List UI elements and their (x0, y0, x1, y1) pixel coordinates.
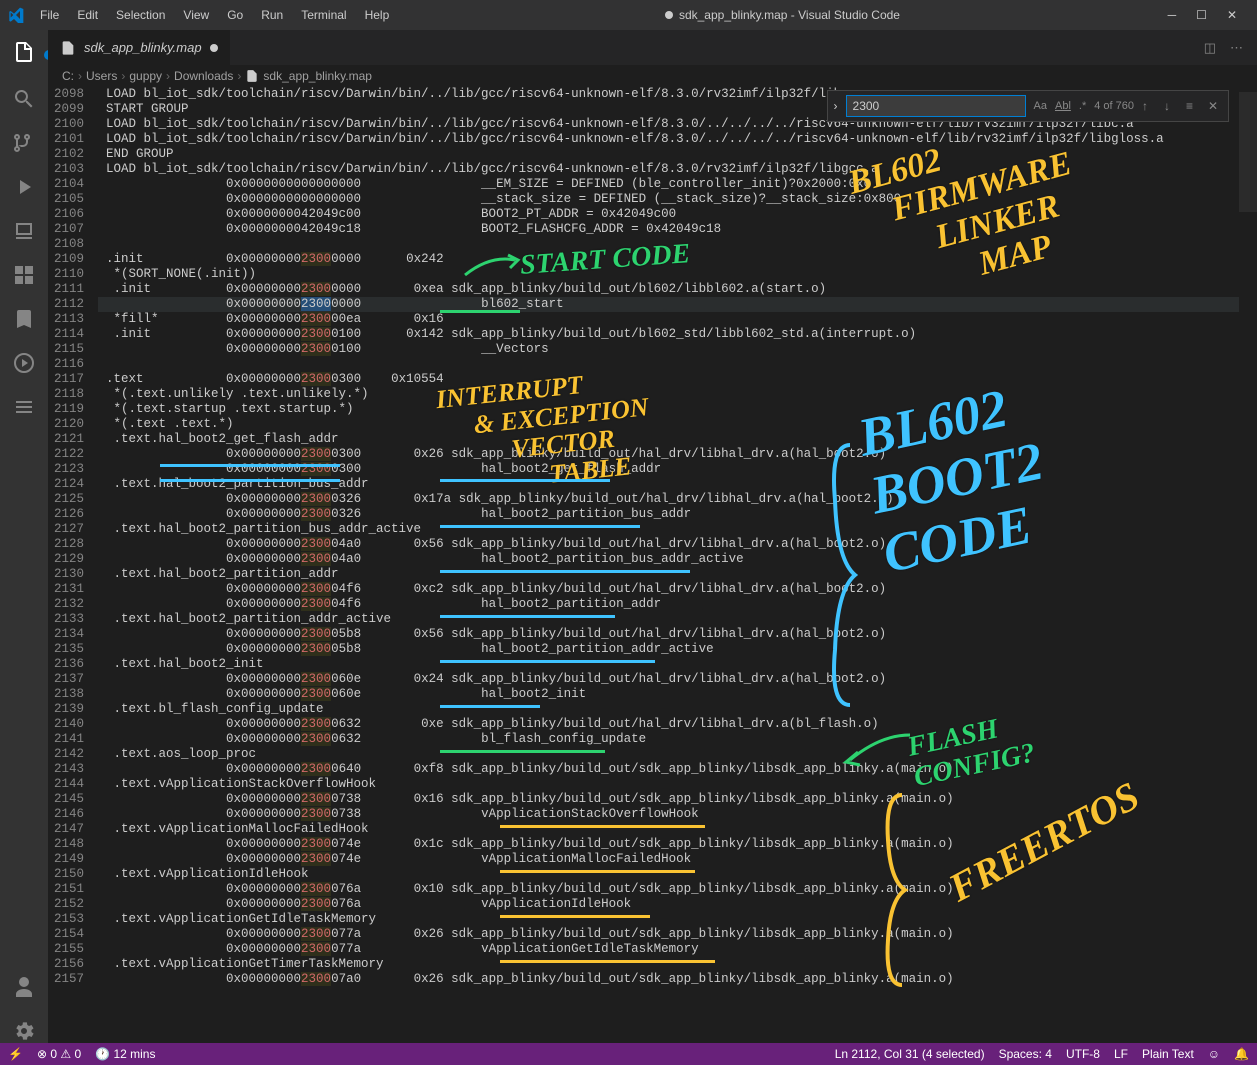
gutter: 2098209921002101210221032104210521062107… (48, 87, 98, 1043)
find-in-selection-icon[interactable]: ≡ (1186, 99, 1200, 113)
titlebar: File Edit Selection View Go Run Terminal… (0, 0, 1257, 30)
menu-selection[interactable]: Selection (108, 4, 173, 26)
modified-dot-icon (665, 11, 673, 19)
file-icon (60, 40, 76, 56)
close-icon[interactable]: ✕ (1227, 8, 1237, 22)
problems-indicator[interactable]: ⊗ 0 ⚠ 0 (37, 1047, 81, 1061)
language-indicator[interactable]: Plain Text (1142, 1047, 1194, 1061)
feedback-icon[interactable]: ☺ (1208, 1047, 1220, 1061)
account-icon[interactable] (12, 975, 36, 999)
extensions-icon[interactable] (12, 263, 36, 287)
activity-bar: 1 (0, 30, 48, 1043)
window-controls: ─ ☐ ✕ (1168, 8, 1249, 22)
menu-view[interactable]: View (175, 4, 217, 26)
notifications-icon[interactable]: 🔔 (1234, 1047, 1249, 1061)
explorer-icon[interactable] (12, 40, 36, 64)
file-icon (245, 69, 259, 83)
breadcrumb-item[interactable]: Downloads (174, 69, 233, 83)
window-title: sdk_app_blinky.map - Visual Studio Code (397, 8, 1167, 22)
breadcrumb-item[interactable]: guppy (129, 69, 162, 83)
indent-indicator[interactable]: Spaces: 4 (999, 1047, 1052, 1061)
encoding-indicator[interactable]: UTF-8 (1066, 1047, 1100, 1061)
menu-file[interactable]: File (32, 4, 67, 26)
more-actions-icon[interactable]: ⋯ (1230, 40, 1243, 56)
editor[interactable]: 2098209921002101210221032104210521062107… (48, 87, 1257, 1043)
find-option-case[interactable]: Aa (1034, 100, 1047, 112)
gear-icon[interactable] (12, 1019, 36, 1043)
tab-modified-dot-icon (210, 44, 218, 52)
find-option-regex[interactable]: .* (1079, 100, 1086, 112)
vscode-logo-icon (8, 7, 24, 23)
menu-run[interactable]: Run (253, 4, 291, 26)
find-next-icon[interactable]: ↓ (1164, 99, 1178, 113)
tab-active[interactable]: sdk_app_blinky.map (48, 30, 231, 65)
find-close-icon[interactable]: ✕ (1208, 99, 1222, 113)
bookmark-icon[interactable] (12, 307, 36, 331)
find-expand-icon[interactable]: › (834, 99, 838, 113)
minimap-thumb[interactable] (1239, 92, 1257, 212)
remote-icon[interactable] (12, 219, 36, 243)
find-widget: › Aa Abl .* 4 of 760 ↑ ↓ ≡ ✕ (827, 90, 1229, 122)
eol-indicator[interactable]: LF (1114, 1047, 1128, 1061)
find-prev-icon[interactable]: ↑ (1142, 99, 1156, 113)
split-editor-icon[interactable]: ◫ (1204, 40, 1216, 56)
maximize-icon[interactable]: ☐ (1196, 8, 1207, 22)
breadcrumb-item[interactable]: Users (86, 69, 117, 83)
menu-edit[interactable]: Edit (69, 4, 106, 26)
menu-bar: File Edit Selection View Go Run Terminal… (32, 4, 397, 26)
find-count: 4 of 760 (1094, 100, 1134, 112)
statusbar: ⚡ ⊗ 0 ⚠ 0 🕐 12 mins Ln 2112, Col 31 (4 s… (0, 1043, 1257, 1065)
source-control-icon[interactable] (12, 131, 36, 155)
task-icon[interactable] (12, 351, 36, 375)
remote-indicator[interactable]: ⚡ (8, 1047, 23, 1061)
cursor-position[interactable]: Ln 2112, Col 31 (4 selected) (835, 1047, 985, 1061)
run-debug-icon[interactable] (12, 175, 36, 199)
tab-label: sdk_app_blinky.map (84, 40, 202, 55)
breadcrumb: C:› Users› guppy› Downloads› sdk_app_bli… (48, 65, 1257, 87)
tabs-bar: sdk_app_blinky.map ◫ ⋯ (48, 30, 1257, 65)
breadcrumb-item[interactable]: sdk_app_blinky.map (263, 69, 372, 83)
time-indicator: 🕐 12 mins (95, 1047, 155, 1061)
list-icon[interactable] (12, 395, 36, 419)
menu-go[interactable]: Go (219, 4, 251, 26)
menu-terminal[interactable]: Terminal (293, 4, 354, 26)
menu-help[interactable]: Help (357, 4, 398, 26)
minimize-icon[interactable]: ─ (1168, 8, 1177, 22)
breadcrumb-item[interactable]: C: (62, 69, 74, 83)
find-option-word[interactable]: Abl (1055, 100, 1071, 112)
search-icon[interactable] (12, 87, 36, 111)
editor-content[interactable]: LOAD bl_iot_sdk/toolchain/riscv/Darwin/b… (98, 87, 1257, 1043)
find-input[interactable] (846, 95, 1026, 117)
minimap[interactable] (1239, 87, 1257, 1043)
